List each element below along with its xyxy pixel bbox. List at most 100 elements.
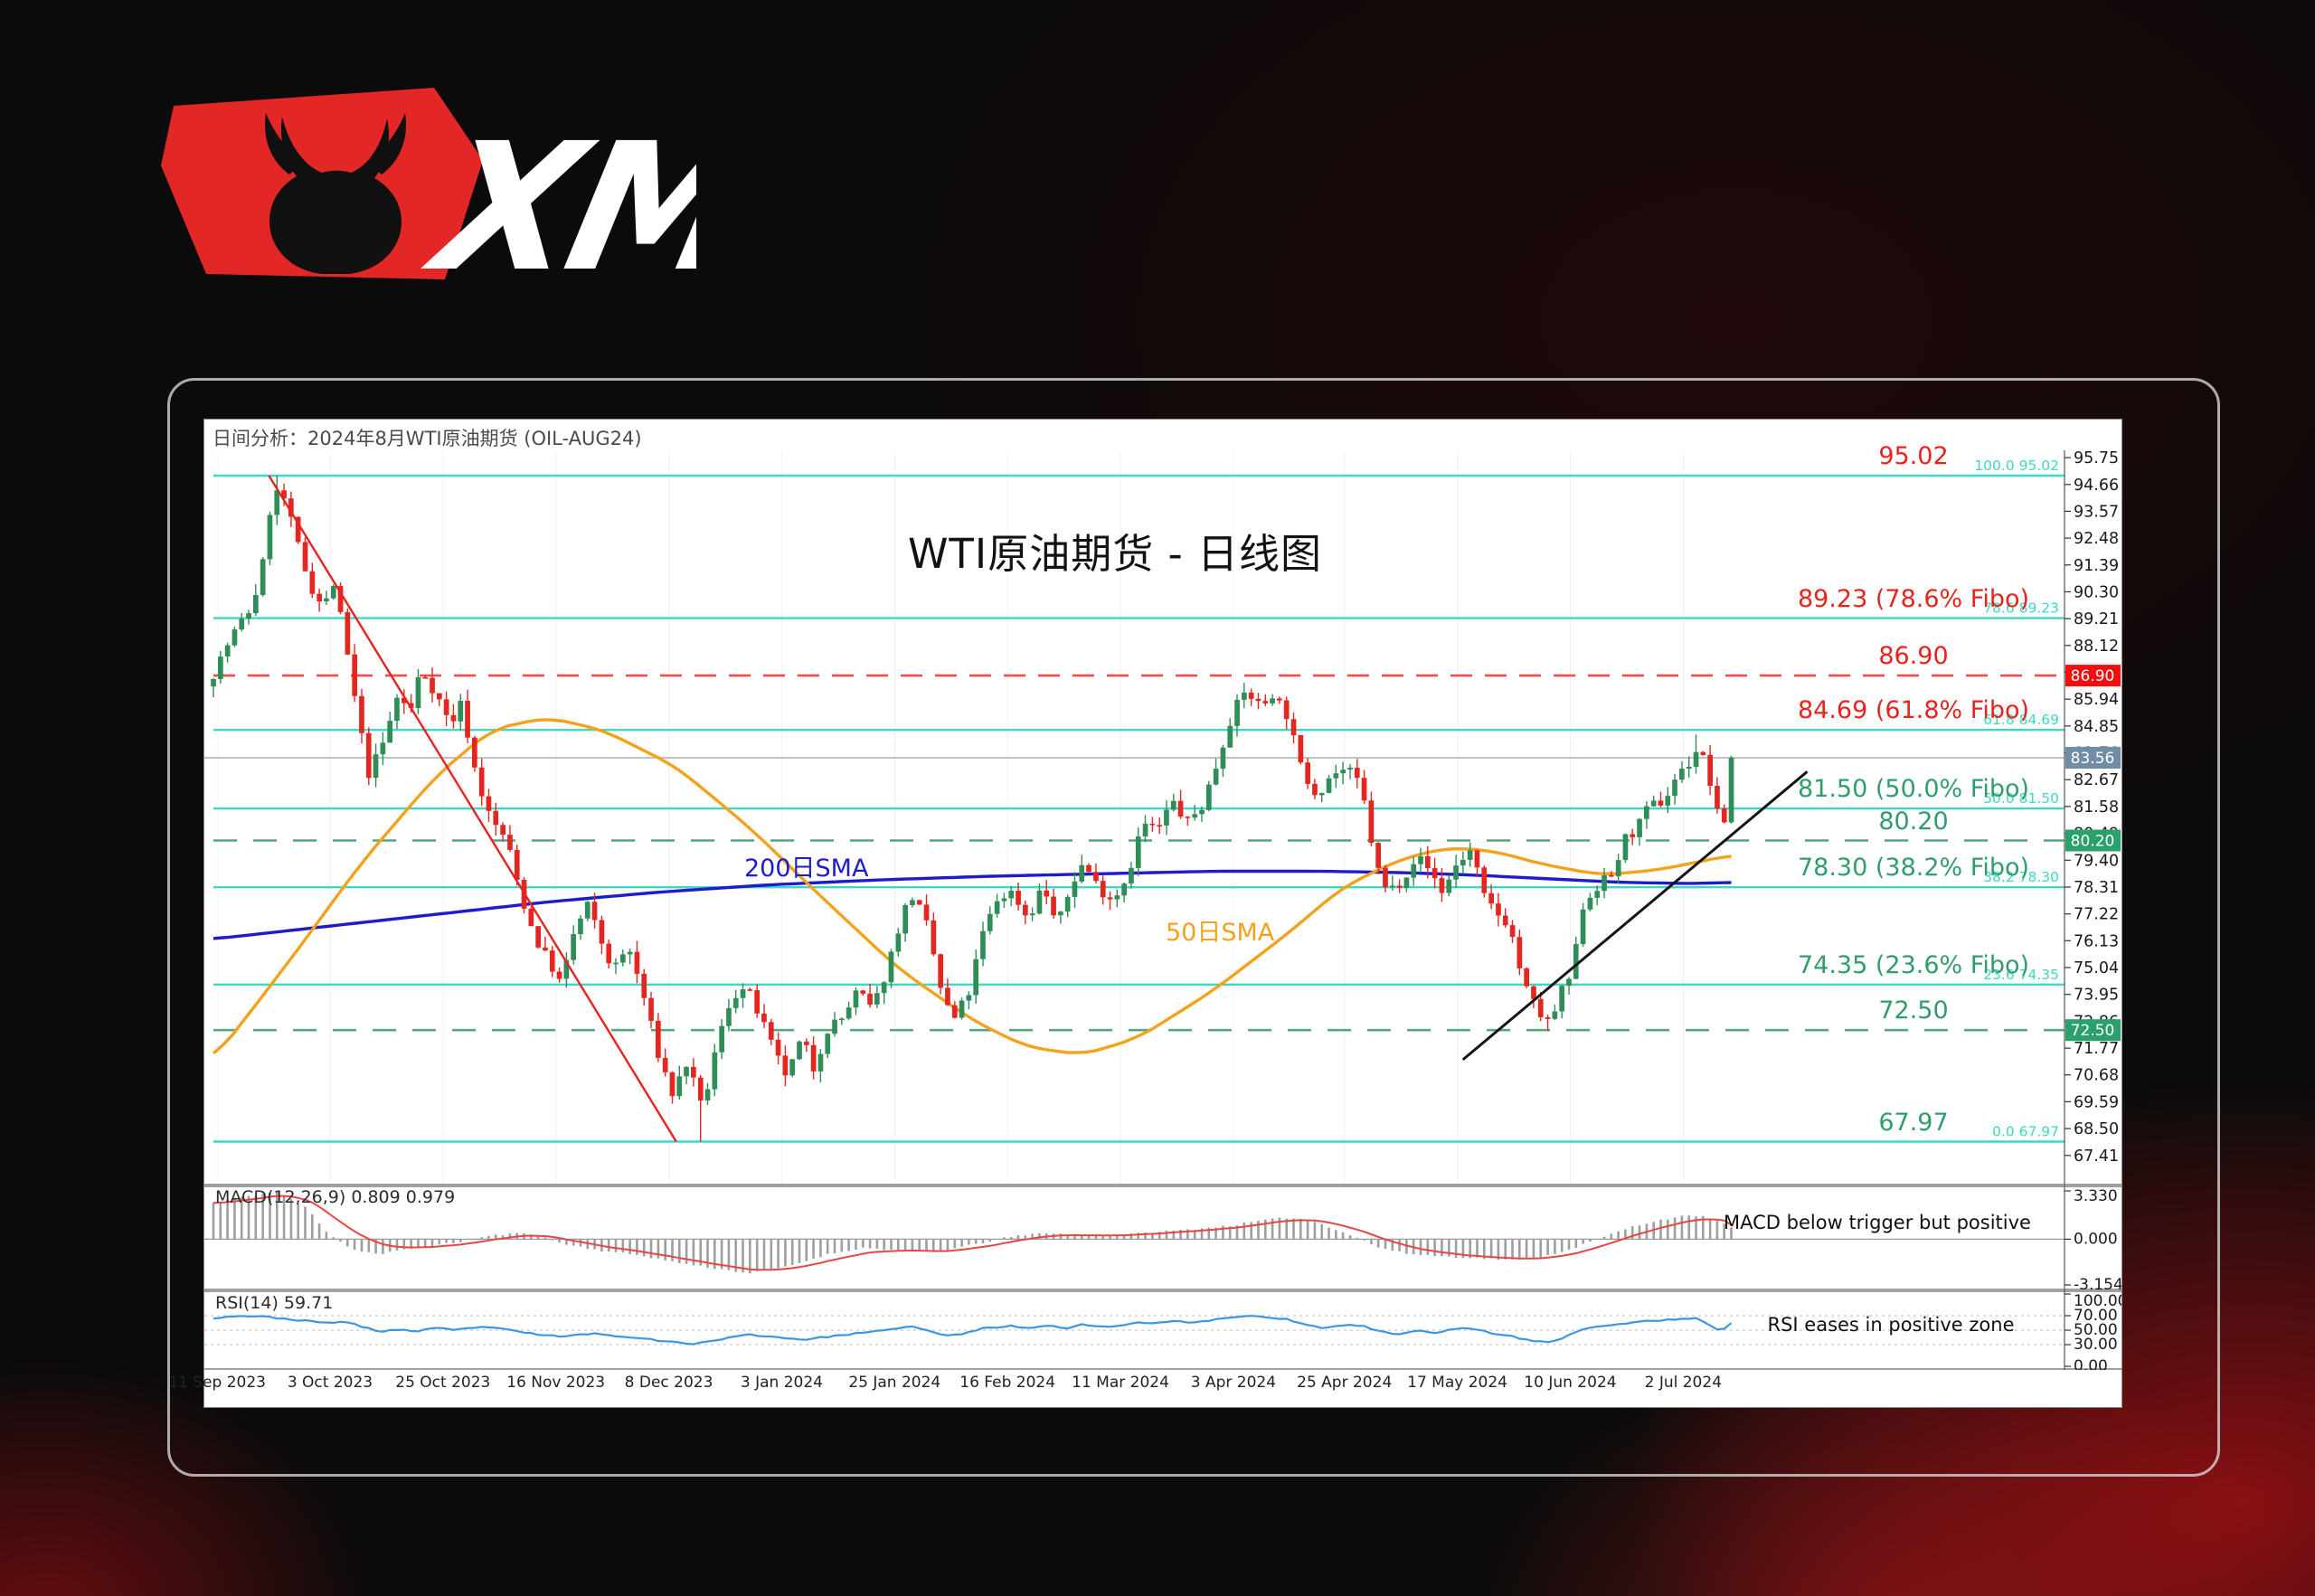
time-axis-label: 16 Nov 2023 — [506, 1374, 606, 1392]
candle-body — [895, 933, 902, 952]
candle-body — [627, 951, 633, 955]
candle-body — [599, 920, 605, 944]
candle-body — [1185, 817, 1191, 818]
candle-body — [613, 962, 619, 965]
svg-text:72.50: 72.50 — [2071, 1022, 2115, 1040]
candle-body — [1396, 885, 1403, 888]
candle-body — [1637, 818, 1642, 837]
level-label: 81.50 (50.0% Fibo) — [1797, 775, 2030, 804]
candle-body — [691, 1066, 696, 1078]
candle-body — [782, 1055, 789, 1076]
price-axis-label: 84.85 — [2074, 718, 2119, 736]
candle-body — [394, 697, 400, 722]
candle-body — [740, 989, 746, 998]
candle-body — [676, 1076, 683, 1097]
macd-indicator-label: MACD(12,26,9) 0.809 0.979 — [215, 1187, 456, 1207]
candle-body — [775, 1039, 781, 1056]
candle-body — [797, 1041, 802, 1060]
candle-body — [1552, 1011, 1558, 1019]
candle-body — [1630, 834, 1636, 837]
rsi-axis-label: 100.00 — [2074, 1292, 2121, 1310]
candle-body — [1114, 895, 1120, 900]
candle-body — [345, 611, 351, 655]
candle-body — [302, 542, 308, 571]
candle-body — [1234, 699, 1240, 726]
candle-body — [415, 677, 421, 708]
xm-bull-badge — [161, 88, 483, 279]
candle-body — [1602, 874, 1607, 892]
candle-body — [1023, 904, 1028, 916]
candle-body — [1170, 800, 1176, 810]
candle-body — [1318, 792, 1325, 796]
candle-body — [1446, 879, 1452, 893]
rsi-annotation: RSI eases in positive zone — [1767, 1314, 2015, 1336]
candle-body — [902, 905, 908, 934]
candle-body — [1481, 867, 1488, 893]
candle-body — [712, 1052, 718, 1090]
candle-body — [938, 954, 943, 988]
candle-body — [634, 951, 640, 974]
chart-title: WTI原油期货 - 日线图 — [907, 530, 1323, 578]
candle-body — [337, 586, 344, 612]
price-axis-tag — [2065, 747, 2121, 769]
candle-body — [507, 835, 513, 850]
candle-body — [825, 1034, 831, 1054]
candle-body — [402, 697, 407, 704]
candle-body — [1149, 823, 1156, 826]
candle-body — [352, 654, 357, 696]
candle-body — [747, 989, 753, 991]
rsi-axis-label: 50.00 — [2074, 1321, 2118, 1339]
candle-body — [1403, 877, 1410, 888]
sma50-label: 50日SMA — [1166, 919, 1275, 947]
candle-body — [1496, 903, 1501, 916]
price-axis-label: 94.66 — [2074, 477, 2119, 495]
price-axis-label: 79.40 — [2074, 852, 2119, 870]
candle-body — [910, 900, 915, 905]
candle-body — [1460, 859, 1466, 866]
candle-body — [1502, 915, 1508, 926]
candle-body — [309, 571, 316, 594]
candle-body — [1622, 834, 1629, 861]
candle-body — [1029, 913, 1035, 916]
level-label: 86.90 — [1878, 642, 1949, 671]
candle-body — [704, 1089, 711, 1100]
candle-body — [1100, 881, 1106, 898]
candle-body — [373, 754, 379, 779]
candle-body — [260, 559, 266, 595]
price-chart: 日间分析：2024年8月WTI原油期货 (OIL-AUG24) 100.0 95… — [168, 419, 2122, 1408]
candle-body — [966, 995, 972, 1001]
candle-body — [591, 902, 598, 921]
price-axis-label: 69.59 — [2074, 1093, 2119, 1111]
candle-body — [1157, 825, 1162, 826]
candle-body — [1135, 836, 1141, 868]
price-axis-label: 67.41 — [2074, 1147, 2119, 1166]
candle-body — [810, 1044, 817, 1072]
candle-body — [980, 930, 986, 959]
price-axis-label: 89.21 — [2074, 610, 2119, 628]
candle-body — [1206, 784, 1212, 810]
price-axis-label: 82.67 — [2074, 771, 2119, 789]
candle-body — [1644, 806, 1649, 819]
candle-body — [606, 943, 612, 964]
candle-body — [1072, 881, 1078, 897]
candle-body — [1545, 1016, 1551, 1019]
candle-body — [295, 516, 301, 543]
candle-body — [832, 1019, 837, 1034]
candle-body — [888, 951, 894, 983]
candle-body — [1142, 823, 1148, 837]
candle-body — [1044, 890, 1050, 897]
fib-ratio-tag: 50.0 81.50 — [1983, 790, 2059, 807]
candle-body — [1086, 864, 1091, 873]
candle-body — [281, 490, 287, 499]
candle-body — [860, 990, 866, 994]
level-label: 74.35 (23.6% Fibo) — [1797, 950, 2030, 979]
sma200-label: 200日SMA — [744, 855, 869, 883]
price-axis-label: 78.31 — [2074, 879, 2119, 897]
candle-body — [959, 1000, 965, 1018]
candle-body — [443, 699, 449, 715]
candle-body — [1262, 701, 1269, 704]
candle-body — [1001, 898, 1007, 902]
price-axis-tag — [2065, 665, 2121, 687]
candle-body — [1129, 867, 1134, 884]
